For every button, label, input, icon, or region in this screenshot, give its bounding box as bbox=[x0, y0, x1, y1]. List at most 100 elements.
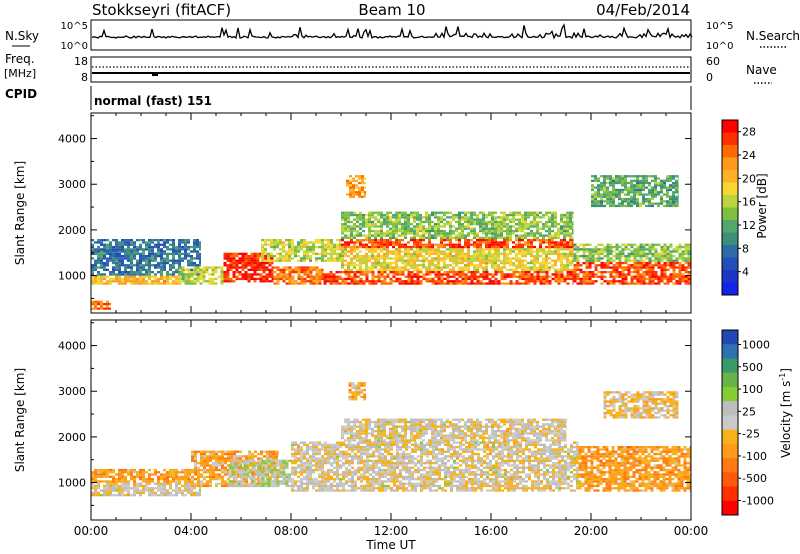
power-echo-cell bbox=[341, 213, 344, 217]
power-echo-cell bbox=[416, 259, 419, 262]
power-echo-cell bbox=[545, 273, 549, 276]
power-echo-cell bbox=[250, 266, 254, 269]
power-echo-cell bbox=[338, 275, 342, 278]
power-echo-cell bbox=[267, 252, 270, 255]
power-echo-cell bbox=[506, 234, 509, 237]
power-echo-cell bbox=[494, 216, 497, 219]
power-echo-cell bbox=[431, 280, 435, 283]
power-echo-cell bbox=[362, 259, 365, 262]
power-echo-cell bbox=[482, 239, 485, 242]
power-echo-cell bbox=[323, 275, 327, 278]
velocity-echo-cell bbox=[258, 459, 262, 462]
velocity-echo-cell bbox=[127, 491, 130, 494]
power-echo-cell bbox=[449, 255, 452, 258]
velocity-echo-cell bbox=[200, 459, 203, 462]
power-echo-cell bbox=[554, 248, 557, 251]
power-echo-cell bbox=[449, 234, 452, 237]
power-echo-cell bbox=[603, 271, 607, 274]
power-echo-cell bbox=[554, 211, 557, 214]
power-echo-cell bbox=[416, 225, 419, 228]
power-echo-cell bbox=[184, 255, 187, 258]
power-echo-cell bbox=[585, 243, 589, 246]
power-echo-cell bbox=[452, 236, 455, 239]
power-echo-cell bbox=[356, 271, 360, 274]
power-echo-cell bbox=[497, 241, 500, 244]
power-echo-cell bbox=[282, 257, 285, 260]
power-echo-cell bbox=[303, 268, 307, 271]
power-echo-cell bbox=[497, 266, 500, 269]
power-echo-cell bbox=[347, 220, 350, 224]
power-echo-cell bbox=[380, 213, 383, 217]
power-echo-cell bbox=[235, 259, 239, 262]
velocity-echo-cell bbox=[240, 473, 244, 476]
power-echo-cell bbox=[485, 255, 488, 258]
power-echo-cell bbox=[377, 220, 380, 224]
velocity-echo-cell bbox=[246, 459, 250, 462]
velocity-echo-cell bbox=[133, 482, 136, 485]
power-echo-cell bbox=[576, 282, 580, 285]
power-echo-cell bbox=[491, 239, 494, 242]
power-echo-cell bbox=[368, 239, 371, 242]
power-echo-cell bbox=[678, 186, 679, 189]
power-echo-cell bbox=[103, 250, 106, 253]
power-echo-cell bbox=[479, 227, 482, 230]
velocity-echo-cell bbox=[224, 457, 227, 460]
power-echo-cell bbox=[410, 229, 413, 233]
power-echo-cell bbox=[127, 241, 130, 244]
power-echo-cell bbox=[434, 232, 437, 235]
power-echo-cell bbox=[572, 236, 574, 239]
power-echo-cell bbox=[268, 268, 272, 271]
power-echo-cell bbox=[321, 268, 324, 271]
power-echo-cell bbox=[431, 213, 434, 217]
velocity-echo-cell bbox=[145, 478, 148, 481]
power-echo-cell bbox=[443, 213, 446, 217]
power-echo-cell bbox=[461, 275, 465, 278]
power-echo-cell bbox=[657, 266, 661, 269]
velocity-echo-cell bbox=[163, 491, 166, 494]
power-echo-cell bbox=[500, 245, 503, 249]
power-echo-cell bbox=[103, 261, 106, 265]
power-echo-cell bbox=[530, 250, 533, 253]
power-echo-cell bbox=[226, 268, 230, 271]
power-echo-cell bbox=[482, 223, 485, 226]
velocity-echo-cell bbox=[184, 480, 187, 483]
power-echo-cell bbox=[306, 273, 310, 276]
power-echo-cell bbox=[479, 257, 482, 260]
power-echo-cell bbox=[124, 241, 127, 244]
power-echo-cell bbox=[572, 225, 574, 228]
power-echo-cell bbox=[572, 275, 574, 278]
power-echo-cell bbox=[624, 193, 627, 196]
power-echo-cell bbox=[539, 211, 542, 214]
velocity-echo-cell bbox=[154, 482, 157, 485]
power-echo-cell bbox=[94, 300, 97, 303]
velocity-echo-cell bbox=[258, 473, 262, 476]
power-echo-cell bbox=[563, 248, 566, 251]
power-echo-cell bbox=[479, 239, 482, 242]
power-echo-cell bbox=[494, 211, 497, 214]
velocity-echo-cell bbox=[203, 468, 206, 472]
power-echo-cell bbox=[642, 264, 646, 267]
power-echo-cell bbox=[404, 248, 407, 251]
power-echo-cell bbox=[389, 250, 392, 253]
power-echo-cell bbox=[401, 259, 404, 262]
power-echo-cell bbox=[476, 255, 479, 258]
velocity-echo-cell bbox=[169, 482, 172, 485]
power-echo-cell bbox=[285, 239, 288, 242]
power-echo-cell bbox=[458, 227, 461, 230]
power-echo-cell bbox=[172, 282, 175, 285]
velocity-echo-cell bbox=[228, 464, 232, 467]
power-echo-cell bbox=[285, 266, 289, 269]
velocity-echo-cell bbox=[172, 480, 175, 483]
power-echo-cell bbox=[148, 273, 151, 276]
power-echo-cell bbox=[232, 252, 236, 255]
power-echo-cell bbox=[503, 252, 506, 255]
power-echo-cell bbox=[542, 264, 545, 267]
power-echo-cell bbox=[678, 261, 682, 265]
power-echo-cell bbox=[347, 211, 350, 214]
power-echo-cell bbox=[449, 257, 452, 260]
velocity-echo-cell bbox=[279, 468, 283, 472]
power-echo-cell bbox=[172, 239, 175, 242]
power-echo-cell bbox=[461, 229, 464, 233]
power-echo-cell bbox=[563, 223, 566, 226]
power-echo-cell bbox=[371, 273, 375, 276]
